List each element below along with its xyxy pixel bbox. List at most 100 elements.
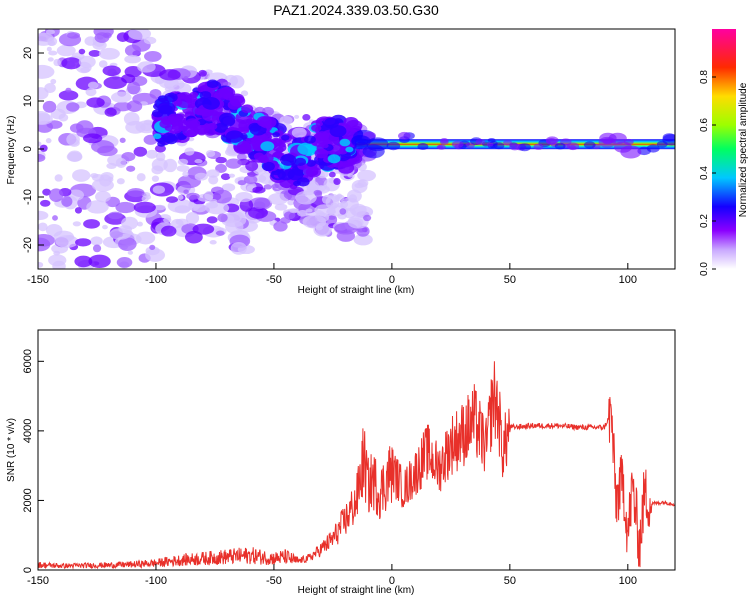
heatmap-cell bbox=[75, 120, 94, 134]
x-tick-label: 50 bbox=[504, 274, 516, 286]
colorbar: 0.0 0.2 0.4 0.6 0.8 Normalized spectral ampl… bbox=[699, 29, 749, 276]
colorbar-ticks: 0.0 0.2 0.4 0.6 0.8 bbox=[699, 70, 716, 276]
heatmap-cell bbox=[47, 57, 54, 62]
heatmap-cell bbox=[95, 190, 111, 203]
heatmap-cell bbox=[157, 140, 166, 147]
heatmap-cell bbox=[193, 203, 207, 213]
heatmap-cell bbox=[90, 173, 99, 179]
colorbar-gradient bbox=[712, 29, 736, 269]
heatmap-x-axis-label: Height of straight line (km) bbox=[298, 285, 415, 296]
heatmap-cell bbox=[608, 132, 627, 145]
heatmap-cell bbox=[281, 134, 290, 141]
colorbar-label: Normalized spectral amplitude bbox=[738, 82, 749, 217]
x-tick-label: 100 bbox=[619, 575, 637, 587]
heatmap-cell bbox=[260, 141, 275, 152]
x-tick-label: -100 bbox=[145, 575, 167, 587]
heatmap-cell bbox=[141, 195, 149, 202]
heatmap-cell bbox=[254, 197, 271, 209]
x-tick-label: -100 bbox=[145, 274, 167, 286]
heatmap-cell bbox=[52, 260, 66, 269]
heatmap-cell bbox=[284, 211, 296, 220]
heatmap-cell bbox=[646, 144, 660, 153]
heatmap-cell bbox=[554, 142, 566, 150]
heatmap-cell bbox=[110, 91, 132, 103]
heatmap-cell bbox=[212, 189, 232, 204]
heatmap-cell bbox=[160, 225, 177, 237]
heatmap-cell bbox=[209, 240, 217, 245]
snr-x-axis-label: Height of straight line (km) bbox=[298, 585, 415, 596]
heatmap-cell bbox=[545, 136, 559, 145]
heatmap-y-ticks: -20 -10 0 10 20 bbox=[22, 47, 44, 253]
heatmap-cell bbox=[55, 235, 79, 248]
heatmap-cell bbox=[228, 173, 235, 178]
heatmap-cell bbox=[38, 222, 48, 232]
heatmap-cell bbox=[116, 178, 125, 185]
heatmap-cell bbox=[124, 44, 141, 57]
heatmap-cell bbox=[103, 76, 127, 89]
x-tick-label: -50 bbox=[266, 274, 282, 286]
heatmap-cell bbox=[339, 138, 351, 147]
heatmap-cell bbox=[126, 100, 143, 113]
heatmap-cell bbox=[38, 261, 44, 268]
heatmap-cell bbox=[274, 203, 288, 211]
heatmap-cell bbox=[214, 122, 229, 133]
heatmap-cell bbox=[65, 87, 72, 93]
x-tick-label: -150 bbox=[27, 274, 49, 286]
heatmap-cell bbox=[339, 208, 347, 215]
snr-y-axis-label: SNR (10 * v/v) bbox=[6, 418, 17, 482]
heatmap-cell bbox=[204, 190, 214, 201]
heatmap-cell bbox=[475, 138, 486, 145]
heatmap-cell bbox=[291, 127, 307, 139]
heatmap-cell bbox=[128, 29, 152, 41]
heatmap-cell bbox=[166, 196, 179, 203]
heatmap-cell bbox=[177, 175, 201, 189]
heatmap-cell bbox=[45, 138, 52, 144]
heatmap-cell bbox=[215, 156, 227, 164]
heatmap-cell bbox=[357, 227, 366, 233]
heatmap-cell bbox=[102, 65, 121, 77]
heatmap-cell bbox=[183, 76, 189, 81]
heatmap-cell bbox=[137, 221, 143, 227]
heatmap-cell bbox=[67, 189, 85, 201]
heatmap-cell bbox=[533, 143, 544, 150]
heatmap-cell bbox=[52, 215, 58, 221]
x-tick-label: 50 bbox=[504, 575, 516, 587]
heatmap-cell bbox=[133, 201, 156, 214]
colorbar-tick-label: 0.6 bbox=[699, 118, 710, 132]
heatmap-cell bbox=[327, 154, 341, 164]
snr-series-line bbox=[38, 361, 675, 570]
heatmap-cell bbox=[294, 157, 307, 166]
heatmap-cell bbox=[106, 162, 117, 169]
heatmap-cell bbox=[231, 98, 239, 104]
heatmap-cell bbox=[74, 207, 82, 214]
heatmap-cell bbox=[366, 137, 389, 152]
heatmap-cell bbox=[67, 32, 81, 39]
heatmap-cell bbox=[275, 146, 284, 153]
heatmap-cell bbox=[104, 107, 117, 117]
heatmap-cell bbox=[38, 210, 49, 221]
x-tick-label: 100 bbox=[619, 274, 637, 286]
heatmap-cell bbox=[297, 142, 315, 155]
heatmap-cell bbox=[353, 233, 373, 246]
colorbar-tick-label: 0.4 bbox=[699, 166, 710, 180]
heatmap-cell bbox=[46, 46, 52, 52]
heatmap-cell bbox=[45, 29, 56, 35]
heatmap-cell bbox=[53, 250, 61, 256]
heatmap-cell bbox=[192, 223, 215, 235]
colorbar-tick-label: 0.8 bbox=[699, 70, 710, 84]
heatmap-cell bbox=[259, 116, 277, 129]
heatmap-cell bbox=[417, 143, 429, 150]
heatmap-cell bbox=[144, 50, 162, 62]
heatmap-cell bbox=[602, 138, 613, 145]
y-tick-label: 6000 bbox=[22, 349, 34, 373]
heatmap-cell bbox=[518, 143, 531, 152]
heatmap-cell bbox=[48, 50, 58, 56]
heatmap-cell bbox=[363, 214, 372, 222]
heatmap-cell bbox=[163, 217, 172, 223]
heatmap-cell bbox=[78, 55, 96, 69]
heatmap-cell bbox=[157, 95, 168, 103]
y-tick-label: -20 bbox=[22, 237, 34, 253]
heatmap-cell bbox=[311, 124, 322, 132]
heatmap-cell bbox=[215, 230, 225, 236]
